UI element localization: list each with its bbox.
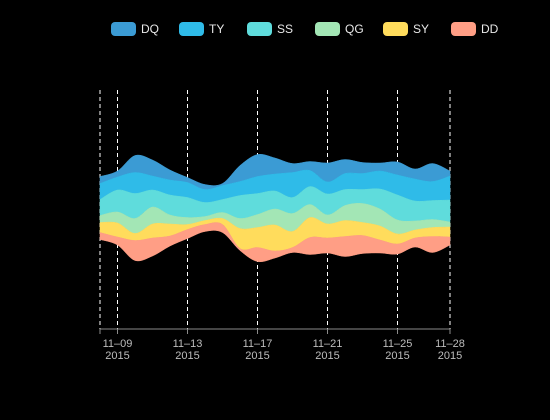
legend-label-qg: QG	[345, 22, 364, 36]
x-tick-year-11-13: 2015	[175, 350, 199, 362]
legend-item-sy[interactable]: SY	[383, 22, 429, 36]
legend-item-dd[interactable]: DD	[451, 22, 499, 36]
legend-label-ty: TY	[209, 22, 224, 36]
legend-item-ty[interactable]: TY	[179, 22, 224, 36]
legend-label-dq: DQ	[141, 22, 159, 36]
legend-label-dd: DD	[481, 22, 499, 36]
x-tick-year-11-28: 2015	[438, 350, 462, 362]
x-tick-year-11-25: 2015	[385, 350, 409, 362]
x-tick-label-11-28: 11–28	[435, 338, 465, 350]
legend-swatch-ss	[247, 22, 272, 36]
legend-item-qg[interactable]: QG	[315, 22, 364, 36]
legend-item-dq[interactable]: DQ	[111, 22, 159, 36]
legend-swatch-sy	[383, 22, 408, 36]
legend-swatch-dd	[451, 22, 476, 36]
legend-label-ss: SS	[277, 22, 293, 36]
x-axis: 11–09201511–13201511–17201511–21201511–2…	[99, 328, 465, 362]
legend-swatch-dq	[111, 22, 136, 36]
x-tick-label-11-17: 11–17	[243, 338, 273, 350]
legend-label-sy: SY	[413, 22, 429, 36]
legend-item-ss[interactable]: SS	[247, 22, 293, 36]
stream-layers	[99, 153, 451, 263]
stream-dd[interactable]	[99, 222, 451, 263]
x-tick-year-11-09: 2015	[105, 350, 129, 362]
legend-swatch-ty	[179, 22, 204, 36]
x-tick-label-11-09: 11–09	[103, 338, 133, 350]
x-tick-year-11-21: 2015	[315, 350, 339, 362]
x-tick-label-11-21: 11–21	[313, 338, 343, 350]
x-tick-label-11-25: 11–25	[383, 338, 413, 350]
x-tick-year-11-17: 2015	[245, 350, 269, 362]
legend: DQ TY SS QG SY DD	[111, 22, 499, 36]
x-tick-label-11-13: 11–13	[173, 338, 203, 350]
legend-swatch-qg	[315, 22, 340, 36]
